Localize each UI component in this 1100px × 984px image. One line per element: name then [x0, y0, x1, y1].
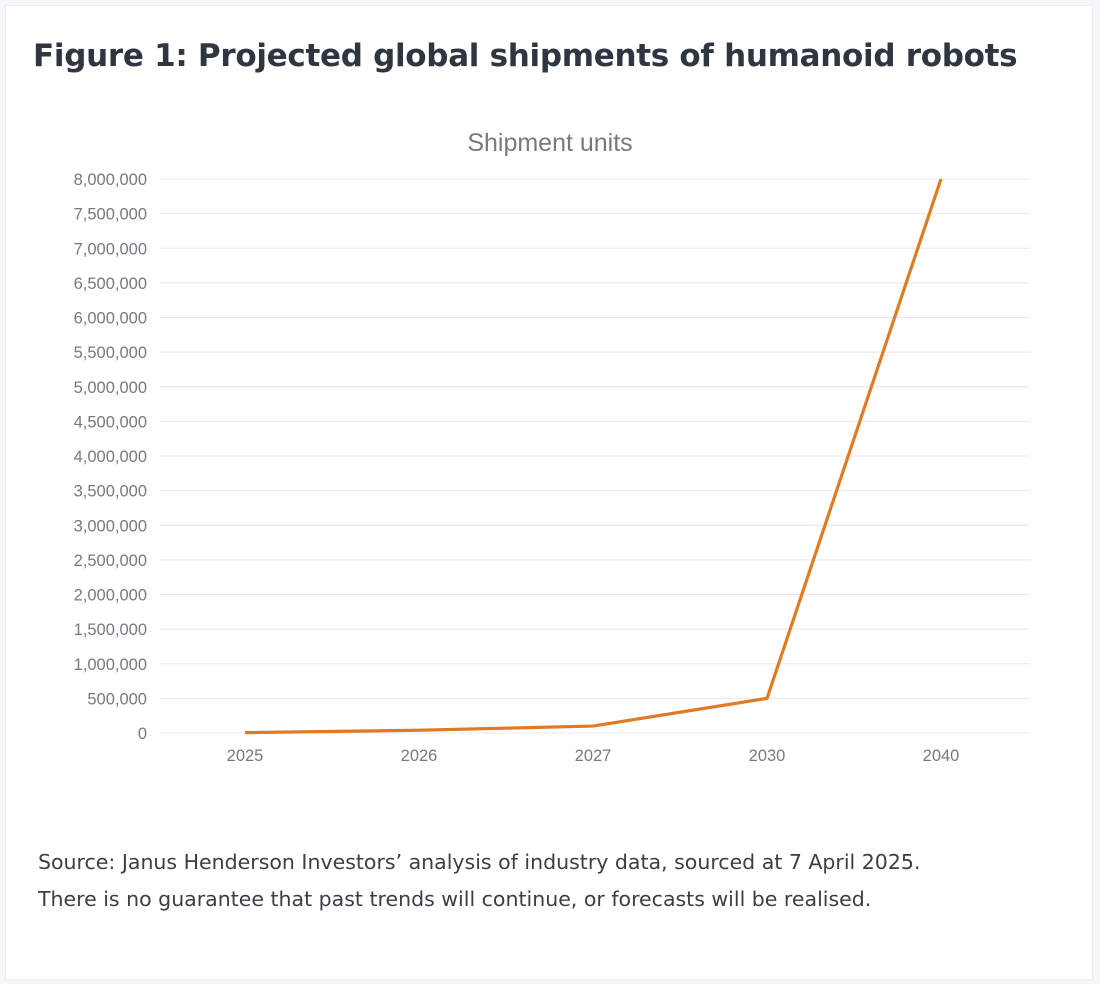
x-tick-label: 2026: [401, 747, 438, 765]
y-tick-label: 2,000,000: [74, 587, 147, 605]
y-tick-label: 4,500,000: [74, 413, 147, 431]
source-line-1: Source: Janus Henderson Investors’ analy…: [38, 850, 921, 874]
data-line: [244, 178, 943, 735]
y-tick-label: 5,500,000: [74, 344, 147, 362]
y-tick-label: 1,500,000: [74, 621, 147, 639]
y-tick-label: 2,500,000: [74, 552, 147, 570]
y-tick-label: 3,000,000: [74, 517, 147, 535]
y-tick-label: 5,000,000: [74, 379, 147, 397]
figure-card: [5, 5, 1093, 980]
y-axis-tick-labels: 0 500,000 1,000,000 1,500,000 2,000,000 2,500…: [74, 171, 147, 743]
disclaimer-line: There is no guarantee that past trends w…: [38, 887, 872, 911]
chart-title: Shipment units: [467, 129, 633, 157]
x-tick-label: 2027: [575, 747, 612, 765]
y-tick-label: 6,500,000: [74, 275, 147, 293]
x-tick-label: 2025: [227, 747, 264, 765]
gridlines: [160, 178, 1030, 734]
x-axis-tick-labels: 2025 2026 2027 2030 2040: [227, 747, 960, 765]
x-tick-label: 2030: [749, 747, 786, 765]
y-tick-label: 7,500,000: [74, 206, 147, 224]
y-tick-label: 0: [138, 725, 147, 743]
y-tick-label: 7,000,000: [74, 240, 147, 258]
x-tick-label: 2040: [923, 747, 960, 765]
source-note: Source: Janus Henderson Investors’ analy…: [38, 844, 920, 918]
y-tick-label: 8,000,000: [74, 171, 147, 189]
y-tick-label: 6,000,000: [74, 310, 147, 328]
y-tick-label: 3,500,000: [74, 483, 147, 501]
y-tick-label: 4,000,000: [74, 448, 147, 466]
y-tick-label: 500,000: [87, 690, 147, 708]
y-tick-label: 1,000,000: [74, 656, 147, 674]
figure-title: Figure 1: Projected global shipments of …: [33, 38, 1018, 74]
series-line: [244, 178, 943, 735]
